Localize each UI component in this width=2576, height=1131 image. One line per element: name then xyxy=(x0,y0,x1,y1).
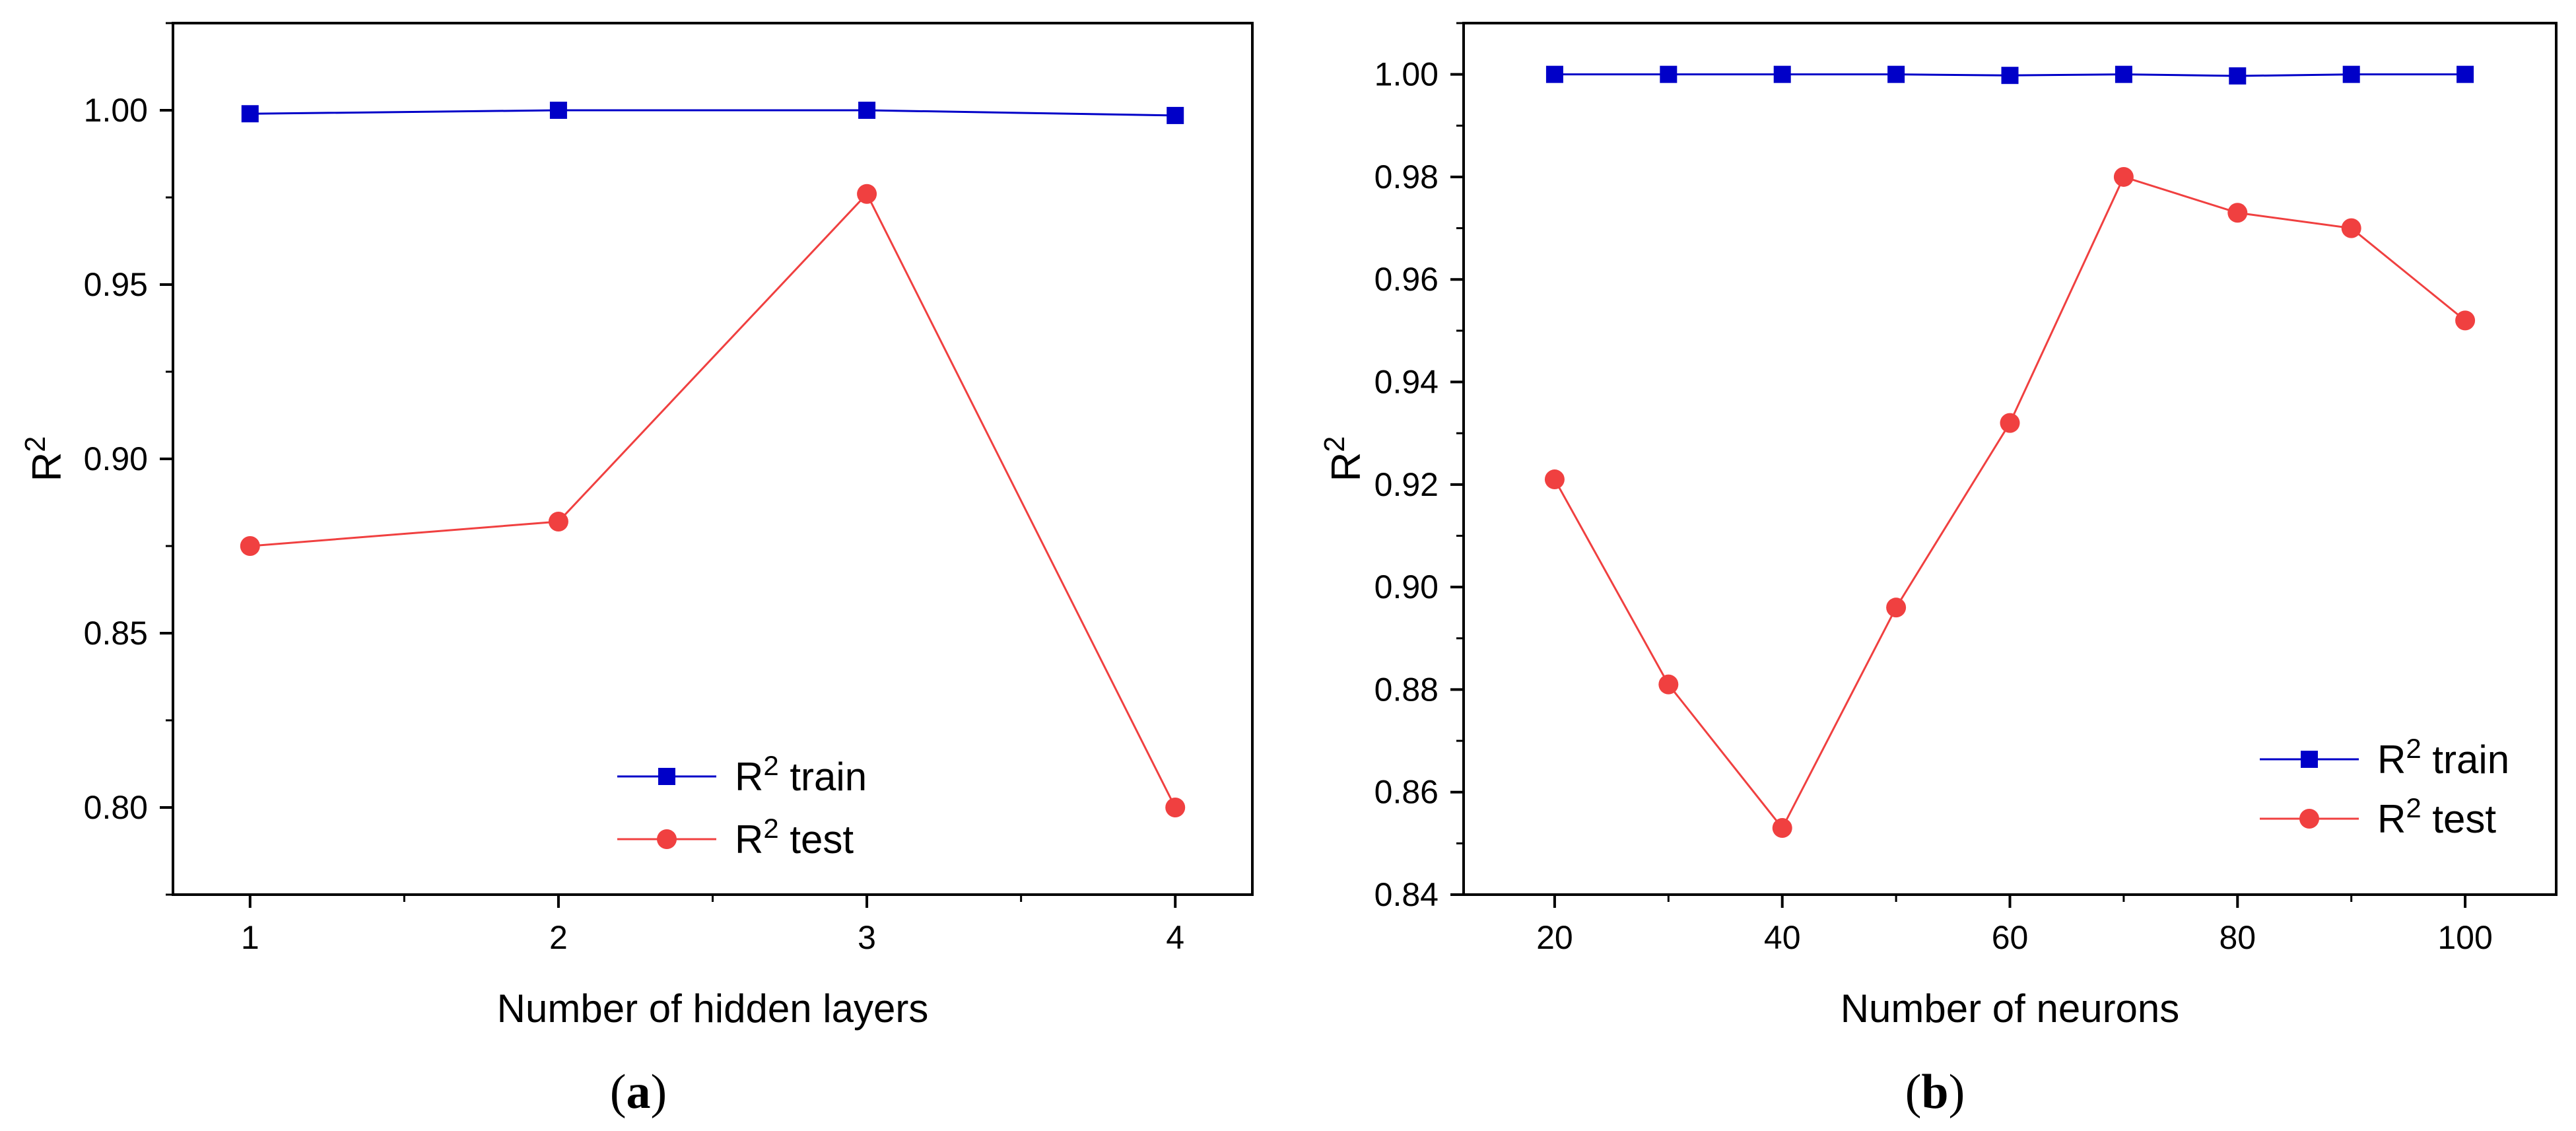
panel-a-y-tick-label: 0.90 xyxy=(84,440,148,477)
panel-b-train-point xyxy=(1887,65,1905,83)
panel-b-test-point xyxy=(1772,818,1792,839)
panel-a-test-point xyxy=(857,184,877,204)
panel-b-train-point xyxy=(2457,65,2474,83)
panel-a-train-legend-label-sup: 2 xyxy=(763,750,778,781)
panel-b-y-tick-label: 0.88 xyxy=(1374,671,1439,708)
panel-b-y-tick-label: 0.96 xyxy=(1374,261,1439,298)
panel-b-y-tick-label: 0.92 xyxy=(1374,466,1439,503)
panel-b-train-point xyxy=(1773,65,1791,83)
panel-b-y-tick-label: 1.00 xyxy=(1374,56,1439,93)
panel-b-test-legend-label-suffix: test xyxy=(2422,797,2497,841)
panel-b-x-tick-label: 40 xyxy=(1764,919,1801,956)
panel-a-y-tick-label: 0.80 xyxy=(84,789,148,826)
panel-b-test-point xyxy=(1544,469,1565,490)
panel-b-x-tick-label: 60 xyxy=(1992,919,2029,956)
panel-b-test-point xyxy=(2227,203,2248,223)
panel-a-test-point xyxy=(240,536,260,556)
panel-b-x-axis-label: Number of neurons xyxy=(1841,986,2180,1031)
panel-b-test-point xyxy=(2455,310,2476,331)
panel-b-y-axis-label-sup: 2 xyxy=(1319,436,1351,452)
panel-a-test-legend-label-sup: 2 xyxy=(763,813,778,844)
panel-a-test-point xyxy=(1165,798,1186,817)
panel-a-test-line xyxy=(250,192,1176,808)
panel-a-train-point xyxy=(241,105,259,123)
panel-a-x-axis-label: Number of hidden layers xyxy=(497,986,929,1031)
panel-b-y-tick-label: 0.84 xyxy=(1374,876,1439,913)
panel-b-y-tick-label: 0.90 xyxy=(1374,568,1439,605)
panel-a-x-tick-label: 1 xyxy=(241,919,259,956)
panel-a-x-tick-label: 3 xyxy=(858,919,876,956)
panel-b-test-legend-label-sup: 2 xyxy=(2406,792,2421,823)
panel-a-train-legend-label: R2 train xyxy=(735,750,867,800)
panel-b-train-point xyxy=(1545,65,1563,83)
panel-a-y-axis-label-sup: 2 xyxy=(20,436,51,452)
panel-a-x-tick-label: 4 xyxy=(1166,919,1184,956)
panel-a-y-tick-label: 0.85 xyxy=(84,615,148,652)
panel-b-test-point xyxy=(2000,413,2020,433)
panel-b-y-tick-label: 0.94 xyxy=(1374,364,1439,401)
chart-panel-b: 20 40 60 80 100 0.84 0.86 0.88 0.90 0.92 0.94 0.96 0… xyxy=(1319,22,2558,1031)
panel-a-train-point xyxy=(1167,106,1184,124)
chart-panel-a: 1 2 3 4 0.80 0.85 0.90 0.95 1.00 Number of hidden… xyxy=(20,22,1254,1031)
panel-a-test-legend-label-suffix: test xyxy=(779,817,854,862)
panel-b-train-point xyxy=(2229,67,2247,85)
panel-b-train-point xyxy=(2001,67,2019,85)
panel-b-test-point xyxy=(2113,166,2134,187)
panel-b-test-point xyxy=(2341,218,2361,238)
panel-b-x-tick-label: 80 xyxy=(2219,919,2256,956)
panel-b-y-tick-label: 0.98 xyxy=(1374,158,1439,195)
panel-a-train-point xyxy=(858,102,876,119)
panel-b-train-legend-marker xyxy=(2301,751,2318,768)
panel-a-test-point xyxy=(548,512,568,532)
panel-a-train-legend-marker xyxy=(658,768,675,785)
panel-a-train-line xyxy=(250,109,1176,117)
panel-b-x-tick-label: 20 xyxy=(1536,919,1573,956)
panel-b-test-point xyxy=(1886,598,1907,618)
panel-b-caption: (b) xyxy=(1905,1065,1965,1119)
panel-a-test-legend-marker xyxy=(657,829,677,849)
panel-b-test-point xyxy=(1658,674,1679,695)
panel-b-train-legend-label-suffix: train xyxy=(2422,737,2509,782)
panel-a-test-legend-label: R2 test xyxy=(735,813,854,862)
panel-b-train-point xyxy=(2115,65,2132,83)
panel-b-test-legend-marker xyxy=(2299,809,2319,829)
panel-b-train-point xyxy=(1660,65,1678,83)
panel-b-x-tick-label: 100 xyxy=(2437,919,2492,956)
panel-b-y-tick-label: 0.86 xyxy=(1374,774,1439,811)
panel-a-train-legend-label-suffix: train xyxy=(779,755,867,799)
panel-b-test-legend-label: R2 test xyxy=(2377,792,2496,842)
panel-b-train-legend-label: R2 train xyxy=(2377,733,2509,782)
panel-a-caption: (a) xyxy=(610,1065,667,1119)
panel-b-train-legend-label-sup: 2 xyxy=(2406,733,2421,764)
panel-a-y-tick-label: 0.95 xyxy=(84,266,148,303)
panel-a-y-tick-label: 1.00 xyxy=(84,92,148,129)
panel-b-train-point xyxy=(2342,65,2360,83)
panel-a-train-point xyxy=(549,102,567,119)
panel-a-x-tick-label: 2 xyxy=(549,919,568,956)
